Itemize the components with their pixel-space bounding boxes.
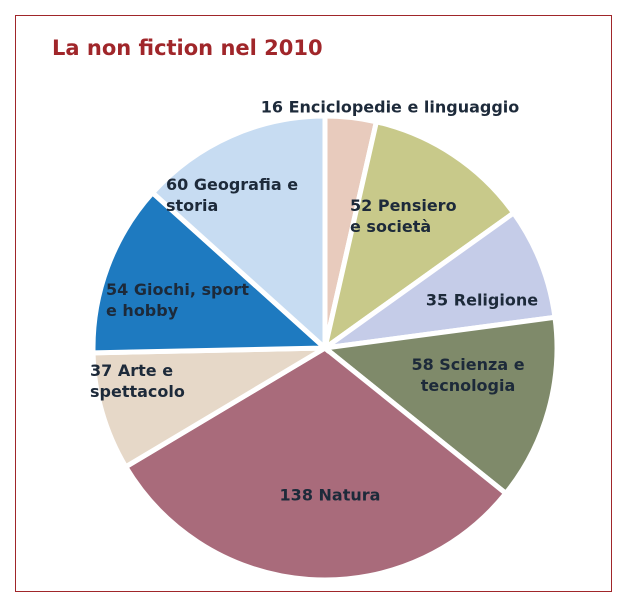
slice-label: 52 Pensiero e società bbox=[350, 195, 470, 237]
slice-label: 138 Natura bbox=[250, 485, 410, 506]
category-label: Giochi, sport e hobby bbox=[106, 280, 249, 320]
pie-slice bbox=[318, 314, 560, 497]
pie-slice bbox=[90, 189, 332, 356]
slice-label: 58 Scienza e tecnologia bbox=[403, 354, 533, 396]
chart-title: La non fiction nel 2010 bbox=[52, 36, 323, 60]
pie-slice bbox=[321, 118, 518, 354]
category-label: Pensiero e società bbox=[350, 196, 457, 236]
slice-label: 16 Enciclopedie e linguaggio bbox=[230, 97, 550, 118]
category-label: Religione bbox=[453, 290, 539, 310]
pie-slice bbox=[122, 344, 510, 583]
value-label: 35 bbox=[425, 290, 449, 310]
slice-label: 37 Arte e spettacolo bbox=[90, 360, 230, 402]
frame bbox=[15, 15, 612, 592]
slice-label: 54 Giochi, sport e hobby bbox=[106, 279, 256, 321]
value-label: 52 bbox=[350, 196, 373, 215]
value-label: 54 bbox=[106, 280, 129, 299]
value-label: 138 bbox=[279, 485, 313, 505]
slice-label: 60 Geografia e storia bbox=[166, 174, 306, 216]
category-label: Geografia e storia bbox=[166, 175, 299, 215]
category-label: Arte e spettacolo bbox=[90, 361, 185, 401]
slice-label: 35 Religione bbox=[407, 290, 557, 311]
category-label: Scienza e tecnologia bbox=[420, 355, 525, 395]
pie-slice bbox=[90, 345, 335, 471]
pie-slice bbox=[149, 113, 328, 354]
value-label: 37 bbox=[90, 361, 113, 380]
category-label: Enciclopedie e linguaggio bbox=[288, 97, 520, 117]
category-label: Natura bbox=[318, 485, 381, 505]
value-label: 16 bbox=[260, 97, 283, 117]
value-label: 60 bbox=[166, 175, 189, 194]
value-label: 58 bbox=[411, 355, 434, 374]
